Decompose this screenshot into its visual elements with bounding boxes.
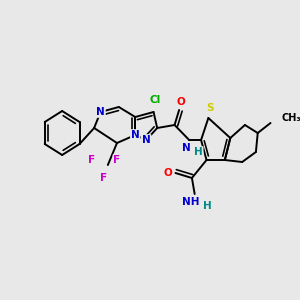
Text: H: H <box>194 147 203 157</box>
Text: F: F <box>100 173 107 183</box>
Text: N: N <box>182 143 191 153</box>
Text: F: F <box>88 155 95 165</box>
Text: N: N <box>96 107 105 117</box>
Text: F: F <box>113 155 121 165</box>
Text: NH: NH <box>182 197 200 207</box>
Text: O: O <box>164 168 172 178</box>
Text: H: H <box>203 201 212 211</box>
Text: S: S <box>206 103 214 113</box>
Text: Cl: Cl <box>150 95 161 105</box>
Text: O: O <box>177 97 185 107</box>
Text: N: N <box>131 130 140 140</box>
Text: CH₃: CH₃ <box>281 113 300 123</box>
Text: N: N <box>142 135 151 145</box>
